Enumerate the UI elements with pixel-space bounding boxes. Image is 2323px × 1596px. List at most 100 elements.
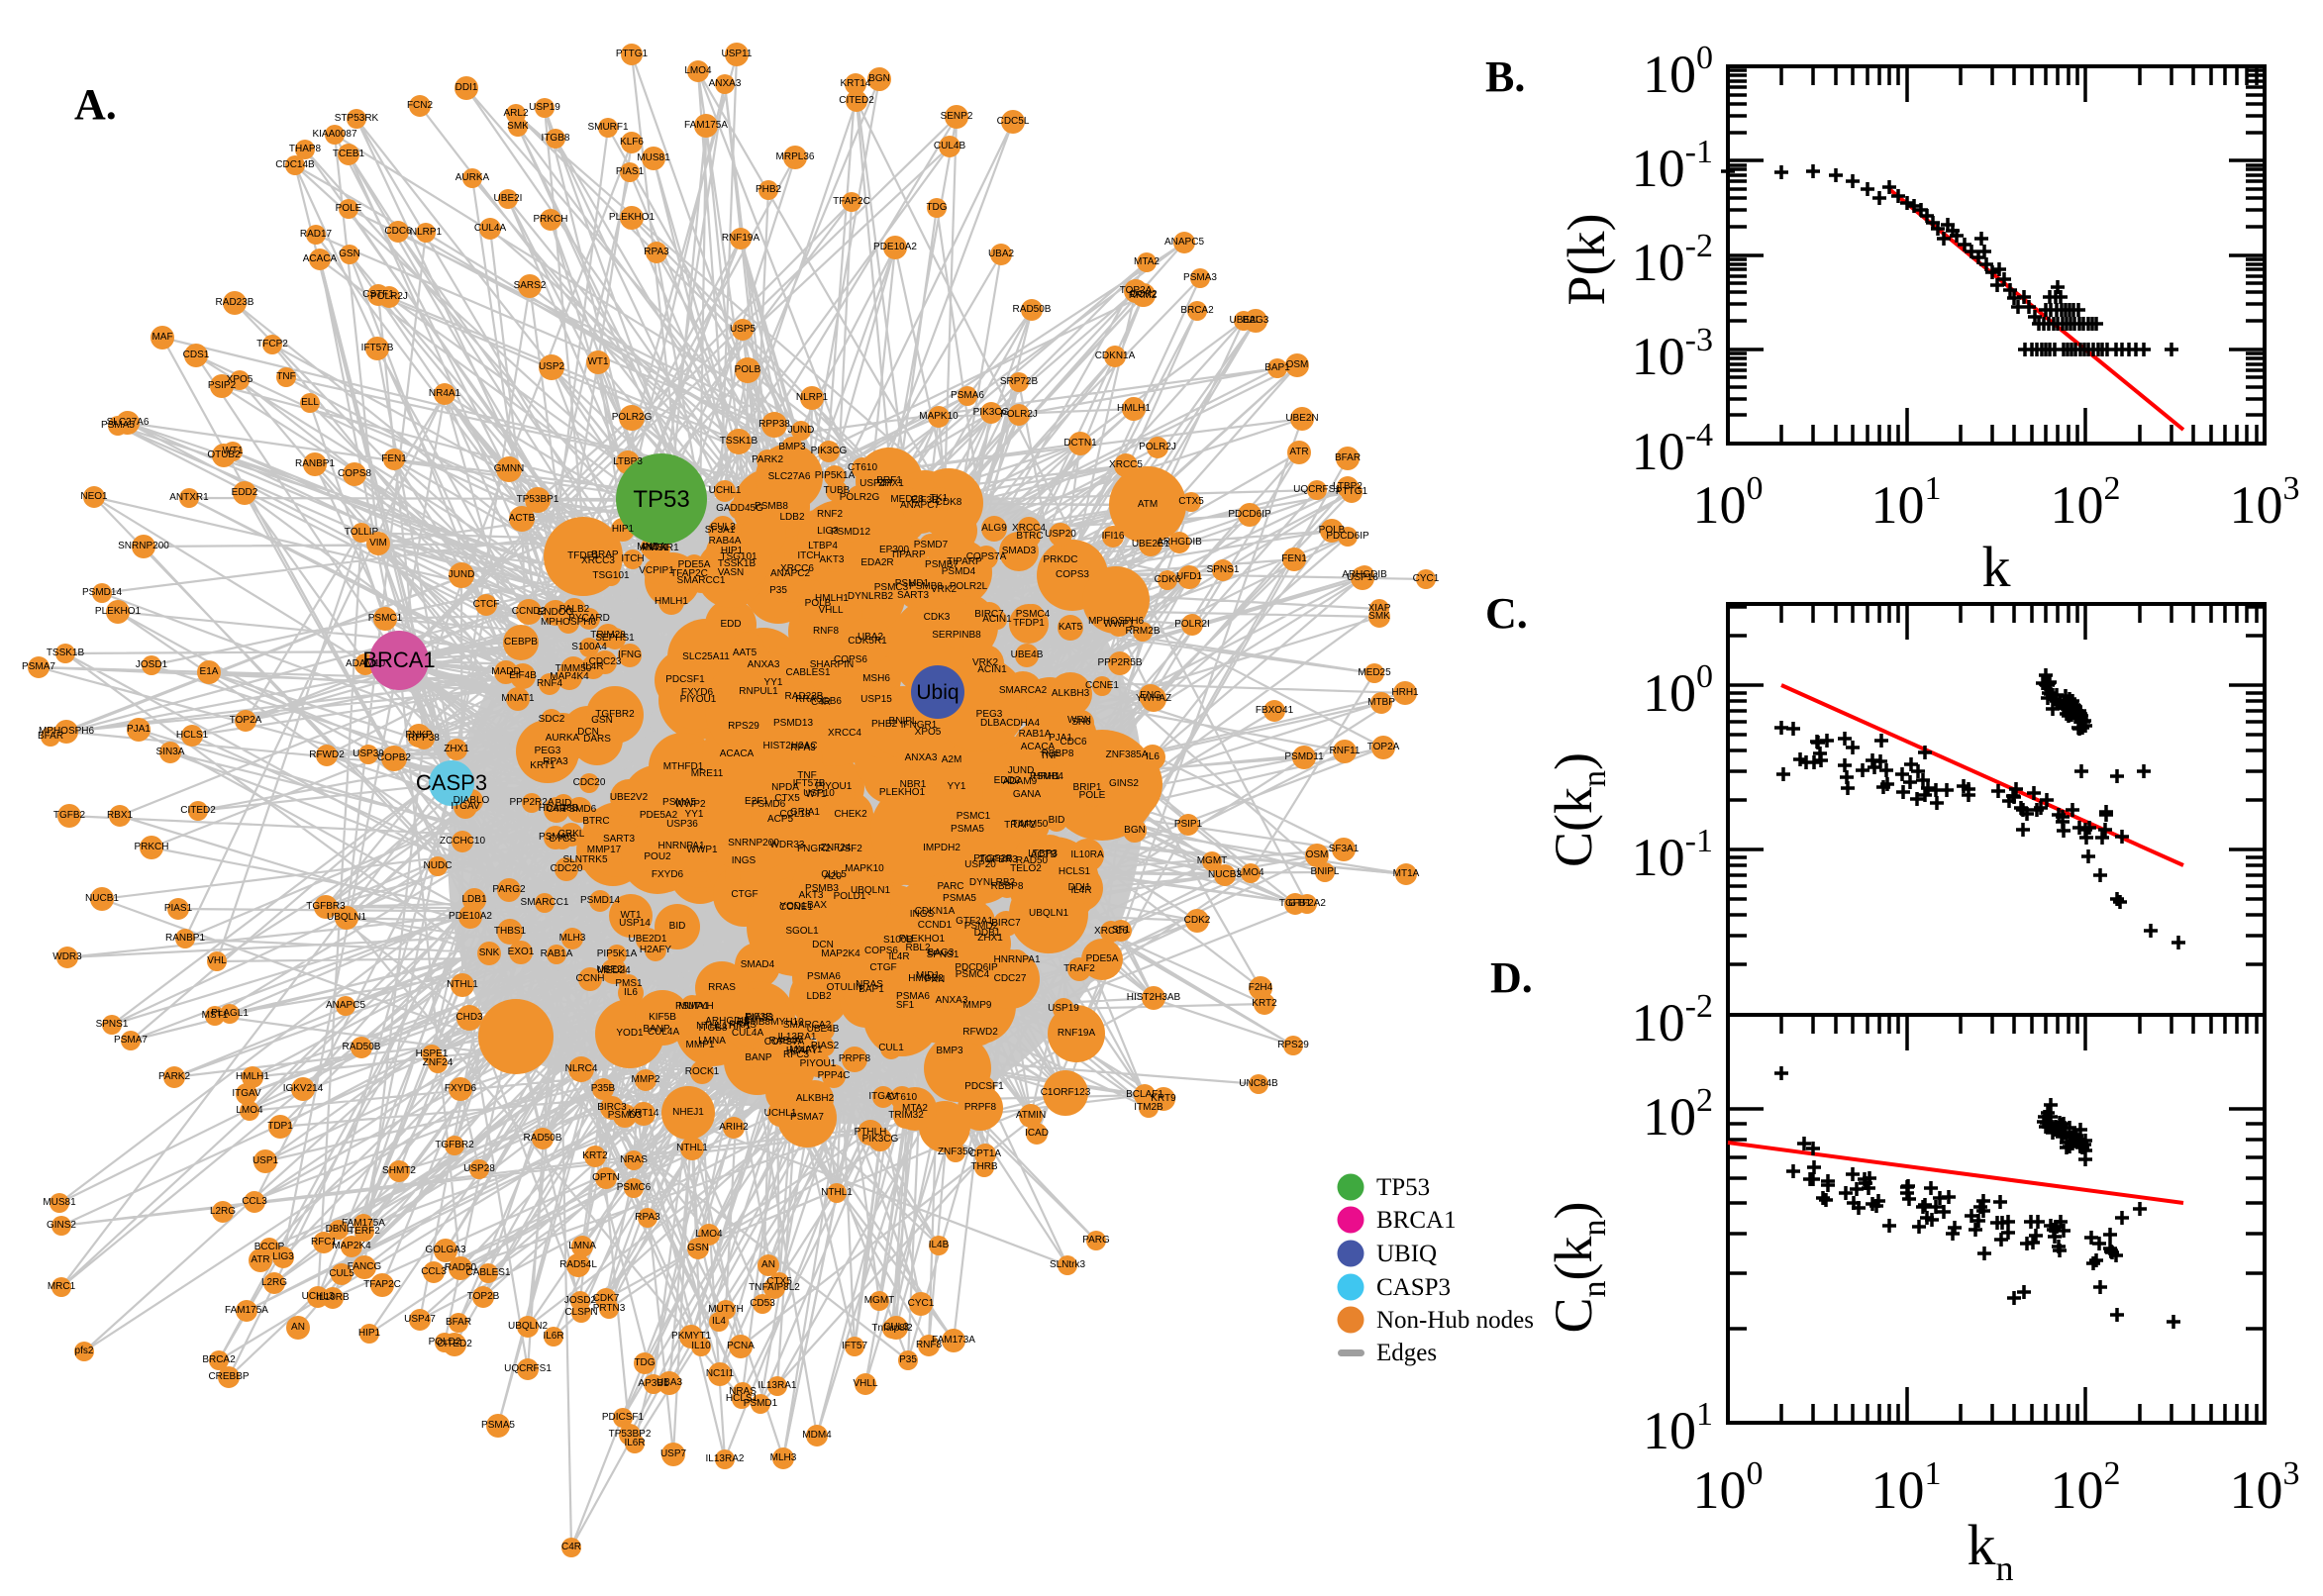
svg-text:ATR: ATR (251, 1254, 269, 1265)
svg-text:AURKA: AURKA (546, 733, 580, 744)
svg-text:ALG9: ALG9 (981, 523, 1007, 534)
svg-text:RBL2: RBL2 (905, 943, 930, 953)
svg-text:BCLAF1: BCLAF1 (1126, 1089, 1163, 1100)
svg-text:CTGF: CTGF (731, 889, 758, 900)
svg-text:ANXA3: ANXA3 (936, 995, 968, 1006)
svg-text:C4R: C4R (547, 804, 566, 815)
svg-text:HIP1: HIP1 (358, 1328, 381, 1339)
svg-text:RNF2: RNF2 (817, 509, 844, 520)
svg-text:CDC14B: CDC14B (275, 159, 315, 170)
svg-text:PSMC6: PSMC6 (617, 1182, 652, 1193)
svg-text:THAP8: THAP8 (289, 144, 322, 154)
svg-text:USP20: USP20 (1045, 529, 1076, 540)
svg-text:BNIPL: BNIPL (1311, 866, 1340, 877)
svg-text:B.: B. (1485, 52, 1525, 101)
svg-text:GMNN: GMNN (494, 463, 525, 474)
svg-text:FXYD6: FXYD6 (681, 687, 714, 698)
svg-text:USP2: USP2 (539, 361, 565, 372)
svg-text:ACP5: ACP5 (767, 814, 794, 825)
svg-text:RNF19A: RNF19A (1058, 1028, 1096, 1039)
svg-text:WRN: WRN (1067, 715, 1091, 726)
svg-text:PDCSF1: PDCSF1 (964, 1081, 1004, 1092)
svg-text:THBS1: THBS1 (494, 926, 527, 937)
svg-text:PKMYT1: PKMYT1 (671, 1331, 711, 1342)
svg-text:PSMA6: PSMA6 (951, 390, 984, 401)
svg-text:COPS8: COPS8 (338, 468, 371, 479)
svg-text:UBQLN2: UBQLN2 (508, 1321, 548, 1332)
svg-text:USP20: USP20 (964, 859, 996, 870)
svg-text:CUL3: CUL3 (883, 1322, 909, 1333)
svg-text:WT1: WT1 (805, 789, 827, 800)
svg-text:SMK: SMK (507, 121, 529, 132)
svg-text:CT610: CT610 (848, 462, 877, 473)
svg-text:GTF2A2: GTF2A2 (1288, 898, 1326, 909)
svg-text:PSMD1: PSMD1 (744, 1398, 778, 1409)
svg-text:UQCRFS1: UQCRFS1 (1293, 484, 1341, 495)
svg-text:PRKCH: PRKCH (533, 214, 567, 225)
svg-text:MAPK10: MAPK10 (845, 863, 884, 874)
svg-text:IL4R: IL4R (582, 661, 603, 672)
svg-text:EDD2: EDD2 (994, 775, 1021, 786)
svg-text:PSMA6: PSMA6 (896, 991, 930, 1002)
svg-text:TIMM50: TIMM50 (556, 663, 592, 674)
svg-text:PSMA3: PSMA3 (1183, 272, 1217, 283)
svg-text:FAM175A: FAM175A (342, 1218, 385, 1229)
svg-text:NUDC: NUDC (424, 860, 453, 871)
svg-text:KRT2: KRT2 (1252, 998, 1277, 1009)
svg-text:CLSPN: CLSPN (564, 1307, 597, 1318)
svg-text:MRE11: MRE11 (691, 768, 724, 779)
svg-text:CDKN1A: CDKN1A (1095, 350, 1136, 361)
svg-text:L2RG: L2RG (210, 1206, 236, 1217)
svg-text:SMARCA2: SMARCA2 (999, 685, 1048, 696)
svg-text:PJA1: PJA1 (127, 724, 151, 735)
svg-text:SARS2: SARS2 (514, 280, 547, 291)
svg-text:UBE2E1: UBE2E1 (1132, 539, 1170, 549)
svg-text:RAD50: RAD50 (1016, 855, 1049, 866)
svg-text:ZHX1: ZHX1 (977, 933, 1003, 944)
svg-text:BFAR: BFAR (38, 731, 63, 742)
svg-text:USP15: USP15 (860, 694, 892, 705)
svg-text:CHD3: CHD3 (455, 1012, 483, 1023)
svg-text:TOLLIP: TOLLIP (345, 527, 379, 538)
svg-text:Ubiq: Ubiq (916, 681, 959, 704)
svg-text:TOP2A: TOP2A (1120, 285, 1153, 296)
svg-text:HIP1: HIP1 (729, 1021, 752, 1032)
svg-text:CDC23: CDC23 (589, 656, 622, 667)
svg-text:PSMC4: PSMC4 (1016, 609, 1051, 620)
svg-text:CDC20: CDC20 (573, 777, 606, 788)
svg-text:POLB: POLB (1319, 525, 1346, 536)
svg-text:RAB1A: RAB1A (1019, 729, 1052, 740)
svg-text:USP39: USP39 (353, 748, 384, 759)
svg-text:GOLGA3: GOLGA3 (425, 1245, 466, 1255)
svg-text:ZNF24: ZNF24 (423, 1057, 454, 1068)
svg-text:SGOL1: SGOL1 (785, 926, 819, 937)
svg-text:NRAS: NRAS (856, 979, 883, 990)
svg-text:MTBP: MTBP (1367, 697, 1395, 708)
svg-text:POU2: POU2 (644, 851, 671, 862)
svg-text:ENDOG: ENDOG (538, 607, 574, 618)
svg-text:C1ORF123: C1ORF123 (1041, 1087, 1091, 1098)
svg-text:ZHX1: ZHX1 (444, 744, 469, 754)
svg-text:LMO4: LMO4 (684, 65, 712, 76)
svg-text:CUL4A: CUL4A (648, 1027, 680, 1038)
svg-text:XRCC5: XRCC5 (1109, 459, 1143, 470)
svg-text:CITED2: CITED2 (839, 95, 874, 106)
svg-text:BID: BID (669, 921, 686, 932)
svg-text:VCPIP1: VCPIP1 (639, 565, 674, 576)
svg-text:C4R: C4R (811, 697, 831, 708)
svg-text:DYNLRB2: DYNLRB2 (969, 877, 1016, 888)
svg-text:PDICSF1: PDICSF1 (602, 1412, 645, 1423)
svg-text:BRCA2: BRCA2 (202, 1354, 236, 1365)
svg-text:WWP1: WWP1 (1103, 619, 1135, 630)
svg-text:PLEKHO1: PLEKHO1 (95, 606, 142, 617)
svg-text:USP11: USP11 (722, 49, 753, 59)
svg-text:SMURF1: SMURF1 (587, 122, 629, 133)
svg-text:CDS1: CDS1 (183, 349, 210, 360)
svg-text:TNF: TNF (1040, 750, 1059, 761)
svg-text:SENP2: SENP2 (941, 111, 973, 122)
svg-text:JUND: JUND (449, 569, 475, 580)
svg-text:IFNG: IFNG (618, 649, 642, 660)
svg-text:UQCRFS1: UQCRFS1 (504, 1363, 552, 1374)
svg-text:IMPDH2: IMPDH2 (923, 843, 960, 853)
svg-text:IL4B: IL4B (929, 1240, 950, 1250)
